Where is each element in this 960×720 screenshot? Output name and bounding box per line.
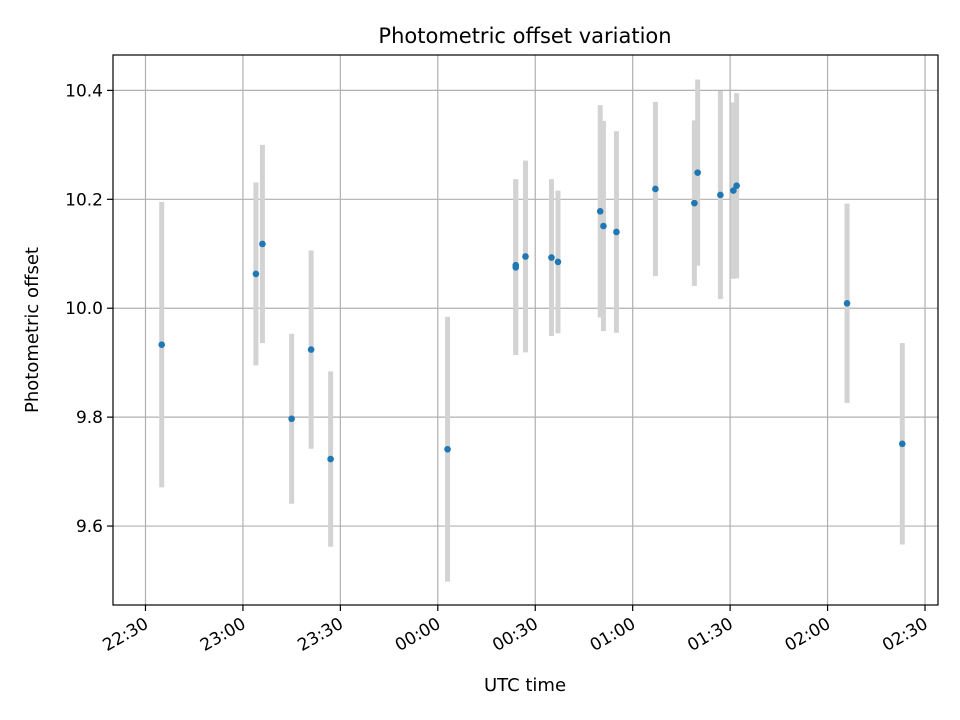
data-point — [600, 222, 607, 230]
data-point — [158, 341, 166, 349]
data-point — [307, 346, 315, 353]
y-tick-label: 9.8 — [76, 408, 103, 428]
data-point — [730, 187, 737, 194]
plot-frame — [112, 54, 939, 606]
y-axis-label: Photometric offset — [22, 247, 43, 413]
data-point — [259, 240, 266, 248]
data-point — [691, 199, 698, 207]
data-point — [596, 207, 604, 215]
data-point — [327, 455, 334, 463]
y-tick-label: 10.2 — [65, 190, 103, 210]
y-axis-ticks: 9.6 9.8 10.0 10.2 10.4 — [65, 81, 113, 537]
data-point — [652, 185, 659, 193]
data-point — [843, 300, 851, 307]
data-points — [158, 169, 906, 463]
y-tick-label: 10.4 — [65, 81, 103, 101]
data-point — [554, 258, 562, 266]
y-tick-label: 9.6 — [76, 517, 103, 537]
data-point — [512, 264, 520, 271]
y-tick-label: 10.0 — [65, 299, 103, 319]
data-point — [252, 270, 260, 278]
data-point — [288, 415, 295, 423]
data-point — [613, 228, 620, 236]
data-point — [898, 440, 906, 448]
data-point — [522, 253, 529, 260]
data-point — [694, 169, 701, 176]
data-point — [548, 254, 555, 261]
data-point — [444, 445, 451, 453]
data-point — [733, 182, 740, 189]
x-axis-label: UTC time — [484, 675, 566, 696]
data-point — [717, 191, 724, 199]
chart-title: Photometric offset variation — [378, 24, 671, 48]
